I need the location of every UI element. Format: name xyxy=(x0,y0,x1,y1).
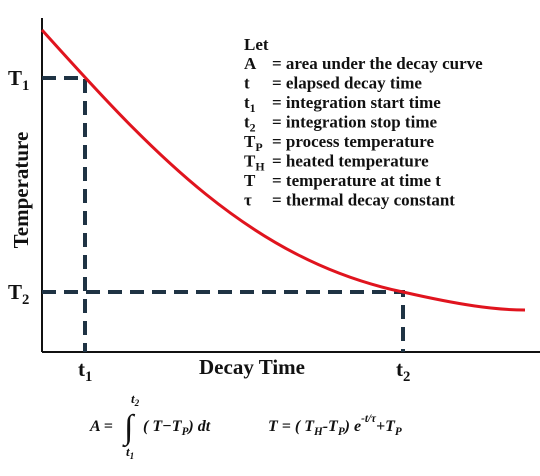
symbol: T xyxy=(244,171,256,190)
y-axis-label: Temperature xyxy=(9,132,33,249)
temperature-formula: T = ( TH-TP) e-t/τ+TP xyxy=(268,413,402,438)
legend-symbol: TH xyxy=(244,152,265,174)
legend-symbol: t1 xyxy=(244,93,256,115)
legend-text: = temperature at time t xyxy=(272,171,441,190)
symbol: T xyxy=(244,152,256,171)
legend-text: = heated temperature xyxy=(272,152,429,171)
t2-guide xyxy=(42,290,405,352)
y-tick-label: T1 xyxy=(8,66,29,94)
decay-curve xyxy=(40,28,526,312)
legend-symbol: A xyxy=(244,54,257,73)
symbol: T xyxy=(244,132,256,151)
x-tick-label: t1 xyxy=(78,357,92,385)
y-tick-label: T2 xyxy=(8,280,29,308)
integral-upper: t2 xyxy=(131,391,140,408)
integral-body: ( T−TP) dt xyxy=(143,418,211,438)
symbol: t xyxy=(244,93,250,112)
symbol-sub: 1 xyxy=(250,101,256,115)
symbol-sub: H xyxy=(255,160,265,174)
symbol: A xyxy=(244,54,257,73)
legend-text: = thermal decay constant xyxy=(272,191,455,210)
symbol: t xyxy=(244,113,250,132)
legend-symbol: τ xyxy=(244,191,252,210)
legend-text: = integration stop time xyxy=(272,113,437,132)
legend: Let A = area under the decay curve t = elap… xyxy=(244,35,483,210)
t1-guide xyxy=(42,76,87,352)
legend-text: = elapsed decay time xyxy=(272,74,422,93)
legend-symbol: t xyxy=(244,74,250,93)
x-tick-label: t2 xyxy=(396,357,410,385)
legend-symbol: TP xyxy=(244,132,263,154)
integral-sign: ∫ xyxy=(122,409,136,448)
integral-lower: t1 xyxy=(126,444,134,461)
x-axis-label: Decay Time xyxy=(199,355,305,379)
legend-text: = integration start time xyxy=(272,93,441,112)
symbol-sub: 2 xyxy=(250,121,256,135)
legend-text: = area under the decay curve xyxy=(272,54,483,73)
legend-symbol: T xyxy=(244,171,256,190)
symbol: t xyxy=(244,74,250,93)
symbol-sub: P xyxy=(255,140,262,154)
symbol: τ xyxy=(244,191,252,210)
formula-lhs: A = xyxy=(89,418,113,435)
legend-symbol: t2 xyxy=(244,113,256,135)
legend-heading: Let xyxy=(244,35,269,54)
legend-text: = process temperature xyxy=(272,132,434,151)
